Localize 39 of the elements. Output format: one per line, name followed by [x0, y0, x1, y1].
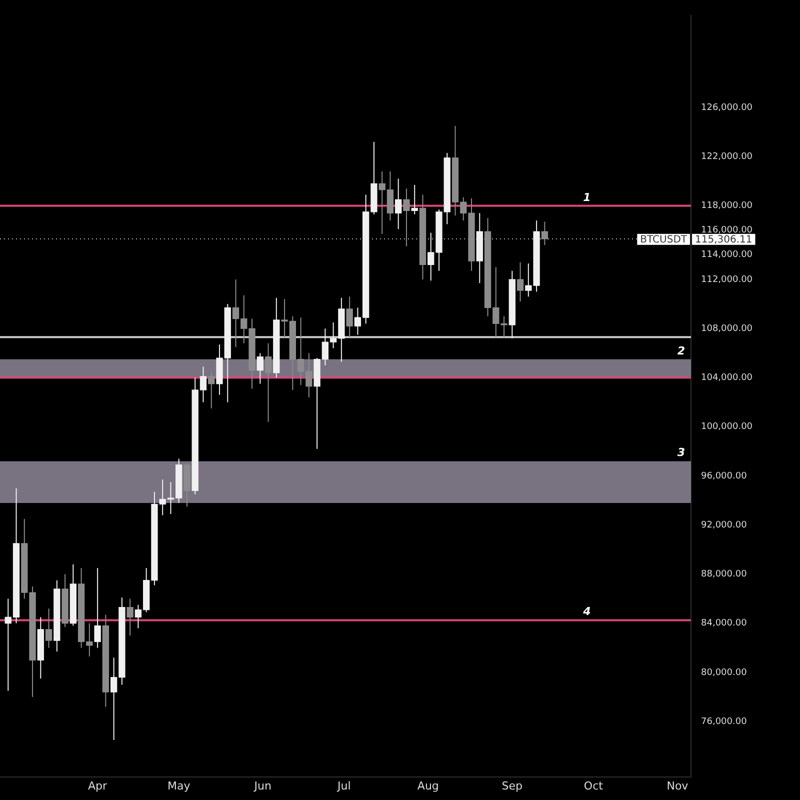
band-label: 3 [677, 446, 686, 460]
candlestick [346, 296, 353, 338]
y-tick-label: 122,000.00 [701, 152, 753, 162]
candlestick [403, 188, 410, 247]
y-tick-label: 112,000.00 [701, 274, 753, 285]
y-tick-label: 126,000.00 [701, 102, 753, 113]
y-tick-label: 80,000.00 [701, 668, 748, 678]
annotation: 1 [583, 190, 591, 204]
y-tick-label: 118,000.00 [701, 201, 753, 212]
candlestick [516, 262, 524, 302]
candlestick [126, 598, 134, 636]
band-label: 2 [677, 344, 686, 358]
x-tick-label: Aug [417, 779, 439, 792]
x-tick-label: May [167, 779, 191, 792]
x-tick-label: Apr [88, 779, 108, 792]
x-tick-label: Jul [336, 779, 351, 792]
y-tick-label: 92,000.00 [701, 520, 748, 530]
x-tick-label: Sep [502, 779, 523, 792]
y-tick-label: 116,000.00 [701, 226, 753, 236]
candlestick [395, 178, 402, 230]
y-tick-label: 88,000.00 [701, 570, 748, 580]
y-tick-label: 108,000.00 [701, 324, 753, 334]
ref-line-label: BTCUSDT [640, 234, 688, 246]
candlestick [45, 608, 52, 648]
candlestick [94, 568, 101, 648]
y-tick-label: 84,000.00 [701, 618, 748, 629]
candlestick [256, 352, 264, 384]
y-tick-label: 104,000.00 [701, 373, 753, 384]
text: 115,306.11 [694, 234, 752, 246]
annotation: 4 [582, 605, 591, 618]
y-tick-label: 100,000.00 [701, 422, 753, 432]
y-tick-label: 76,000.00 [701, 716, 748, 727]
x-tick-label: Jun [253, 779, 272, 792]
y-tick-label: 114,000.00 [701, 250, 753, 260]
y-tick-label: 96,000.00 [701, 471, 748, 482]
x-tick-label: Oct [584, 779, 604, 792]
candlestick [541, 221, 548, 246]
x-tick-label: Nov [666, 779, 689, 792]
candlestick [411, 184, 418, 215]
